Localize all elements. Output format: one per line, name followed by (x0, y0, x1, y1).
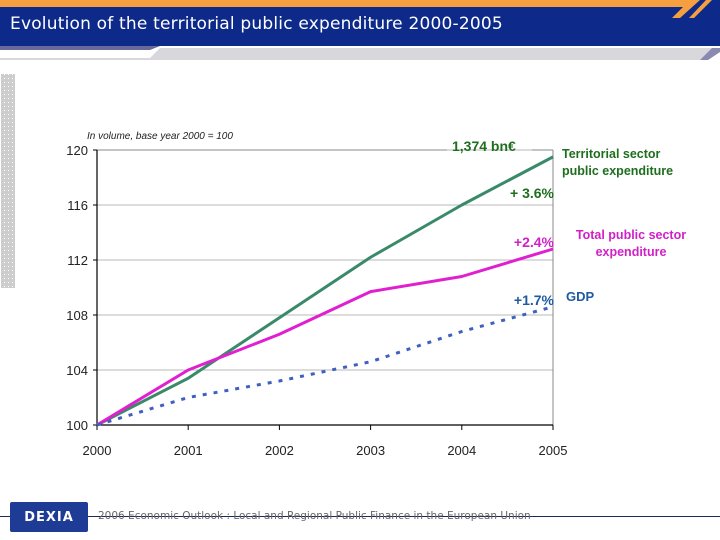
x-tick-label: 2004 (447, 443, 476, 458)
legend-total-line2: expenditure (596, 245, 667, 259)
y-tick-label: 108 (66, 308, 88, 323)
y-tick-label: 120 (66, 143, 88, 158)
end-label-territorial: + 3.6% (510, 185, 555, 201)
y-tick-label: 100 (66, 418, 88, 433)
chart-subtitle: In volume, base year 2000 = 100 (87, 131, 233, 142)
header-banner: Evolution of the territorial public expe… (0, 0, 720, 60)
footer-divider (0, 516, 720, 517)
series-gdp-line (96, 305, 554, 427)
series-territorial-line (96, 155, 554, 427)
legend-total-line1: Total public sector (576, 228, 686, 242)
x-tick-label: 2005 (539, 443, 568, 458)
legend-gdp: GDP (566, 289, 595, 304)
dexia-logo: DEXIA (10, 502, 88, 532)
annotation-total-amount: 1,374 bn€ (452, 138, 516, 154)
x-tick-label: 2003 (356, 443, 385, 458)
y-tick-label: 116 (67, 198, 88, 213)
header-graphic (0, 0, 720, 60)
x-tick-label: 2002 (265, 443, 294, 458)
x-tick-label: 2001 (174, 443, 203, 458)
y-tick-label: 112 (67, 253, 88, 268)
footer-caption: 2006 Economic Outlook : Local and Region… (98, 510, 531, 522)
page-title: Evolution of the territorial public expe… (10, 14, 503, 34)
x-tick-label: 2000 (83, 443, 112, 458)
y-tick-label: 104 (66, 363, 88, 378)
series-total-line (96, 247, 554, 427)
legend-territorial-line1: Territorial sector (562, 147, 661, 161)
end-label-gdp: +1.7% (514, 292, 555, 308)
end-label-total: +2.4% (514, 234, 555, 250)
line-chart: 100 104 108 112 116 120 2000 2001 2002 2003 2004 20… (66, 131, 686, 458)
decorative-grid (1, 74, 15, 288)
legend-territorial-line2: public expenditure (562, 164, 673, 178)
